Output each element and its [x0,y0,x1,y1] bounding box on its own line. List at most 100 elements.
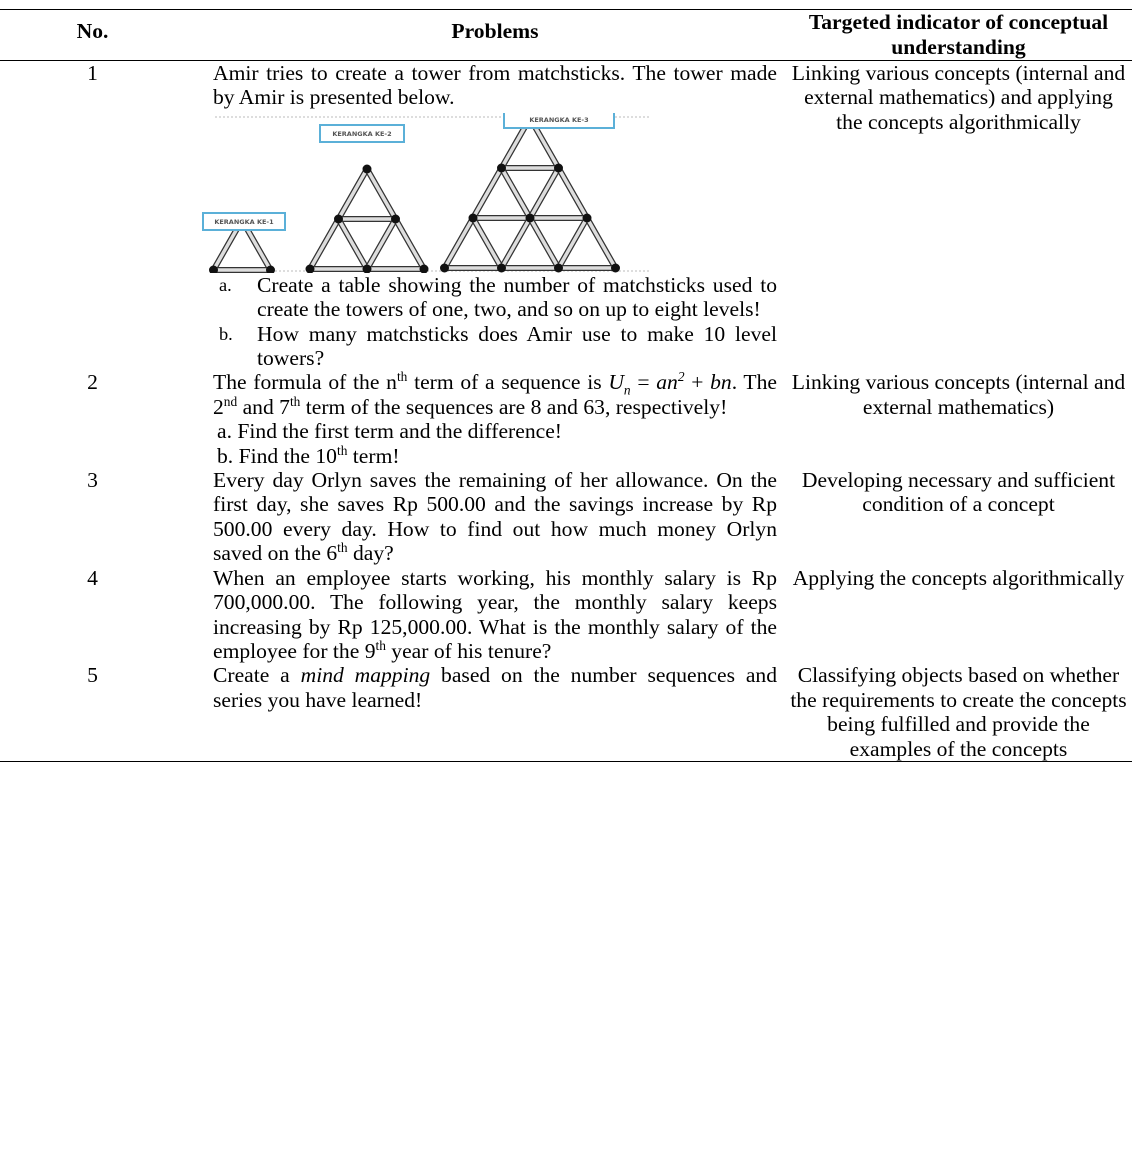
joint [582,213,592,223]
item-text: term! [347,443,400,468]
row-number: 1 [87,61,98,85]
text: When an employee starts working, his mon… [213,565,777,663]
text: term of a sequence is [407,370,609,395]
joint [419,264,429,273]
problem-text: The formula of the nth term of a sequenc… [213,370,777,419]
row: 2 The formula of the nth term of a seque… [0,370,1132,468]
problem: Amir tries to create a tower from matchs… [185,61,785,371]
math: an [656,370,678,395]
matchstick-figure: KERANGKA KE-1 KERANGKA KE-2 KERANGKA KE-3 [202,112,650,273]
matchstick [365,167,398,221]
list-item: b. Find the 10th term! [213,443,777,468]
math: bn [710,370,732,395]
superscript: 2 [678,369,685,384]
superscript: th [289,393,301,409]
indicator: Linking various concepts (internal and e… [791,370,1126,419]
joint [440,263,449,273]
item-marker: b. [219,323,233,344]
text: term of the sequences are 8 and 63, resp… [300,394,728,419]
item-marker: a. [219,274,232,295]
joint [497,163,506,173]
indicator: Linking various concepts (internal and e… [791,61,1126,134]
indicator: Classifying objects based on whether the… [790,663,1127,761]
item-text: Find the 10 [238,443,337,468]
matchstick [336,167,369,221]
figure-label: KERANGKA KE-3 [529,116,588,124]
emphasis: mind mapping [300,663,431,688]
joint [554,263,563,273]
indicator: Developing necessary and sufficient cond… [801,468,1116,517]
problem: Create a mind mapping based on the numbe… [185,663,785,761]
matchstick [336,217,369,271]
problem-text: Amir tries to create a tower from matchs… [213,61,777,110]
joint [362,264,372,273]
matchstick [393,217,426,271]
matchstick [365,217,398,271]
joint [525,213,535,223]
math: U [608,370,624,395]
joint [391,214,400,224]
math: n [623,382,631,398]
row-number: 2 [87,370,98,395]
label-box [202,211,286,231]
text: Every day Orlyn saves the remaining of h… [213,468,777,566]
item-text: How many matchsticks does Amir use to ma… [257,321,777,371]
matchstick [528,216,561,270]
row: 4 When an employee starts working, his m… [0,566,1132,664]
body: No. Problems Targeted indicator of conce… [0,9,1132,1156]
joint [554,163,563,173]
problems-table: No. Problems Targeted indicator of conce… [0,9,1132,762]
text: Amir tries to create a tower from matchs… [213,61,777,110]
joint [362,164,372,174]
list-item: a. Find the first term and the differenc… [213,419,777,443]
text: The formula of the n [213,370,397,395]
problem: Every day Orlyn saves the remaining of h… [185,468,785,566]
matchstick [442,216,475,270]
text: Create a [213,663,301,688]
text: + [684,370,711,395]
item-marker: b. [217,443,234,468]
row-number: 4 [87,565,98,590]
problem: When an employee starts working, his mon… [185,566,785,664]
matchstick [556,166,589,220]
matchstick [528,166,561,220]
text: and 7 [237,394,290,419]
row: 3 Every day Orlyn saves the remaining of… [0,468,1132,566]
figure-label: KERANGKA KE-2 [332,130,391,138]
matchstick [308,217,341,271]
label-box [319,123,405,143]
joint [305,264,315,273]
list-item: b. How many matchsticks does Amir use to … [213,322,777,371]
header-indicator: Targeted indicator of conceptual underst… [808,10,1109,59]
text: year of his tenure? [385,638,552,663]
superscript: th [337,540,348,556]
matchstick [556,216,589,270]
joint [334,214,343,224]
item-text: Create a table showing the number of mat… [257,272,777,322]
row: 1 Amir tries to create a tower from matc… [0,61,1132,371]
matchstick [471,216,504,270]
figure-label: KERANGKA KE-1 [214,218,274,226]
row-number: 5 [87,663,98,688]
item-text: Find the first term and the difference! [237,419,562,444]
superscript: th [396,369,408,385]
superscript: th [375,637,386,653]
matchstick [499,166,532,220]
indicator: Applying the concepts algorithmically [792,565,1125,590]
matchstick [499,216,532,270]
matchstick [471,166,504,220]
text: . The 2 [213,370,777,419]
list-item: a. Create a table showing the number of m… [213,273,777,322]
header-problems: Problems [451,19,539,43]
joint [266,265,275,273]
text: day? [347,541,394,566]
joint [497,263,506,273]
item-marker: a. [217,419,232,444]
matchstick [585,216,618,270]
text: = [630,370,657,395]
joint [611,263,620,273]
math: 2 [677,369,685,385]
header-row: No. Problems Targeted indicator of conce… [0,10,1132,61]
row-number: 3 [87,468,98,493]
